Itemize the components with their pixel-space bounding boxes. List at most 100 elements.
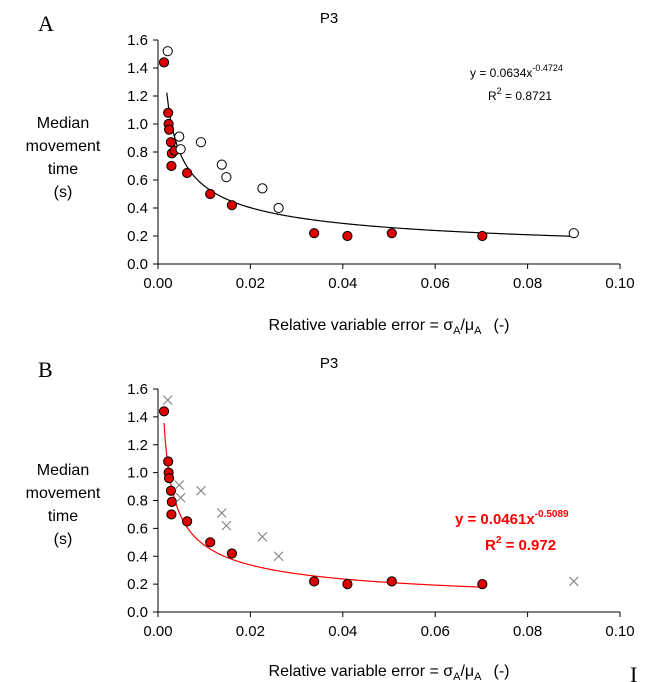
panel-b-y-tick-label: 0.0 <box>127 604 148 621</box>
panel-a-point-filled <box>386 228 397 239</box>
panel-b-point-filled <box>166 496 177 507</box>
panel-b-point-cross <box>162 395 173 406</box>
panel-b-equation-exponent: -0.5089 <box>535 509 569 520</box>
panel-b-x-tick-label: 0.02 <box>236 623 265 640</box>
panel-b-y-tick-label: 1.6 <box>127 381 148 398</box>
panel-b-r2-base: R <box>485 537 496 554</box>
panel-b-y-tick-label: 1.2 <box>127 437 148 454</box>
panel-b-xlabel-unit: (-) <box>494 663 510 680</box>
panel-b-point-filled <box>477 579 488 590</box>
panel-a-xlabel-unit: (-) <box>494 317 510 334</box>
panel-a-equation: y = 0.0634x-0.4724 <box>470 63 563 80</box>
panel-a-point-open <box>221 172 232 183</box>
panel-b-point-cross <box>273 551 284 562</box>
panel-a-r-squared: R2 = 0.8721 <box>488 86 552 103</box>
panel-b-xlabel-slash: /μ <box>460 663 474 680</box>
panel-b-fit-curve <box>163 422 483 588</box>
panel-a-y-tick-label: 0.4 <box>127 200 148 217</box>
panel-b-x-tick-label: 0.00 <box>143 623 172 640</box>
panel-b-y-tick-label: 0.6 <box>127 520 148 537</box>
panel-b-x-tick-label: 0.10 <box>605 623 634 640</box>
panel-b-ylabel-line-2: movement <box>26 485 101 502</box>
panel-a-point-filled <box>205 188 216 200</box>
panel-b-r-squared: R2 = 0.972 <box>485 535 556 554</box>
panel-b-point-cross <box>568 576 579 587</box>
panel-a-r2-base: R <box>488 89 497 103</box>
panel-a-point-open <box>257 183 268 194</box>
panel-a-point-open <box>273 202 284 214</box>
panel-b-cross-stroke <box>174 480 185 491</box>
panel-a-point-open <box>162 46 173 57</box>
panel-a-y-tick-label: 0.8 <box>127 144 148 161</box>
panel-b: B P3 Median movement time (s) 0.00.20.40… <box>26 355 635 682</box>
panel-b-xlabel: Relative variable error = σA/μA (-) <box>269 663 510 682</box>
panel-b-point-filled <box>165 485 177 496</box>
panel-b-ylabel-line-3: time <box>48 508 78 525</box>
panel-b-point-cross <box>216 508 227 518</box>
panel-b-cross-stroke <box>162 395 173 406</box>
panel-a-y-tick-label: 1.4 <box>127 60 148 77</box>
panel-b-x-tick-label: 0.04 <box>328 623 357 640</box>
panel-a-x-tick-label: 0.04 <box>328 275 357 292</box>
corner-fragment: I <box>630 662 637 682</box>
panel-a-y-tick-label: 1.0 <box>127 116 148 133</box>
panel-a-xlabel-sub2: A <box>474 325 482 337</box>
panel-b-title: P3 <box>320 355 338 372</box>
panel-a-title: P3 <box>320 10 338 27</box>
panel-a-point-open <box>174 131 185 142</box>
panel-b-point-cross <box>174 480 185 491</box>
panel-b-r2-exp: 2 <box>496 535 502 546</box>
panel-b-point-filled <box>158 406 170 417</box>
panel-b-equation-base: y = 0.0461x <box>455 511 535 528</box>
panel-a-ylabel-line-3: time <box>48 161 78 178</box>
panel-b-xlabel-main: Relative variable error = σ <box>269 663 454 680</box>
panel-b-r2-value: = 0.972 <box>501 537 556 554</box>
panel-a-fit-curve <box>166 92 574 237</box>
panel-b-point-cross <box>175 492 186 503</box>
panel-a-point-filled <box>158 57 170 68</box>
panel-b-cross-stroke <box>216 508 227 518</box>
panel-a-point-filled <box>342 230 353 242</box>
panel-a-point-filled <box>309 228 320 239</box>
panel-a-y-tick-label: 0.2 <box>127 228 148 245</box>
panel-a-x-tick-label: 0.02 <box>236 275 265 292</box>
panel-b-cross-stroke <box>221 520 232 531</box>
panel-b-y-tick-label: 0.4 <box>127 548 148 565</box>
panel-a-xlabel-slash: /μ <box>460 317 474 334</box>
panel-a-ylabel: Median movement time (s) <box>26 115 101 201</box>
panel-b-ylabel-line-1: Median <box>37 462 89 479</box>
panel-b-point-filled <box>163 456 174 467</box>
panel-b-cross-stroke <box>175 492 186 503</box>
panel-a-xlabel-sub1: A <box>453 325 461 337</box>
panel-a-point-open <box>568 228 579 239</box>
panel-a-r2-value: = 0.8721 <box>502 89 553 103</box>
panel-a-x-tick-label: 0.00 <box>143 275 172 292</box>
panel-a-y-tick-label: 0.6 <box>127 172 148 189</box>
panel-a-point-filled <box>166 160 177 172</box>
panel-b-point-cross <box>196 485 206 496</box>
panel-a-ylabel-line-4: (s) <box>54 184 73 201</box>
panel-a-point-open <box>195 137 207 148</box>
panel-a-x-tick-label: 0.10 <box>605 275 634 292</box>
panel-b-point-filled <box>386 576 397 587</box>
panel-b-xlabel-sub2: A <box>474 671 482 682</box>
panel-a-y-tick-label: 1.2 <box>127 88 148 105</box>
panel-b-point-cross <box>257 531 268 542</box>
panel-b-y-tick-label: 0.2 <box>127 576 148 593</box>
panel-b-cross-stroke <box>196 485 206 496</box>
panel-a-plot: 0.0 0.2 0.4 0.6 0.8 1.0 1.2 1.4 1.6 0.00 0.02 0.04 0… <box>127 32 634 292</box>
panel-a-point-open <box>216 159 227 170</box>
panel-a-xlabel-main: Relative variable error = σ <box>269 317 454 334</box>
panel-a-ylabel-line-1: Median <box>37 115 89 132</box>
panel-a-y-tick-label: 0.0 <box>127 256 148 273</box>
panel-a-equation-exponent: -0.4724 <box>532 63 563 73</box>
panel-a-point-filled <box>165 137 177 148</box>
panel-b-plot: 0.0 0.2 0.4 0.6 0.8 1.0 1.2 1.4 1.6 0.00 0.02 0.04 0… <box>127 381 634 640</box>
panel-b-x-tick-label: 0.08 <box>513 623 542 640</box>
panel-a-ylabel-line-2: movement <box>26 138 101 155</box>
panel-b-point-cross <box>221 520 232 531</box>
panel-a-y-tick-label: 1.6 <box>127 32 148 49</box>
panel-b-y-tick-label: 1.0 <box>127 465 148 482</box>
panel-b-ylabel: Median movement time (s) <box>26 462 101 548</box>
